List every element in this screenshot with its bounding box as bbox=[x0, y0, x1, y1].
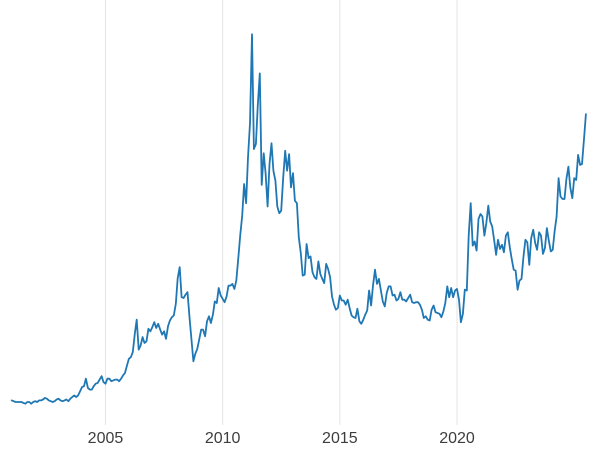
x-tick-label: 2010 bbox=[205, 430, 241, 447]
x-tick-label: 2020 bbox=[439, 430, 475, 447]
x-tick-label: 2015 bbox=[322, 430, 358, 447]
x-tick-label: 2005 bbox=[88, 430, 124, 447]
price-line bbox=[10, 33, 587, 405]
